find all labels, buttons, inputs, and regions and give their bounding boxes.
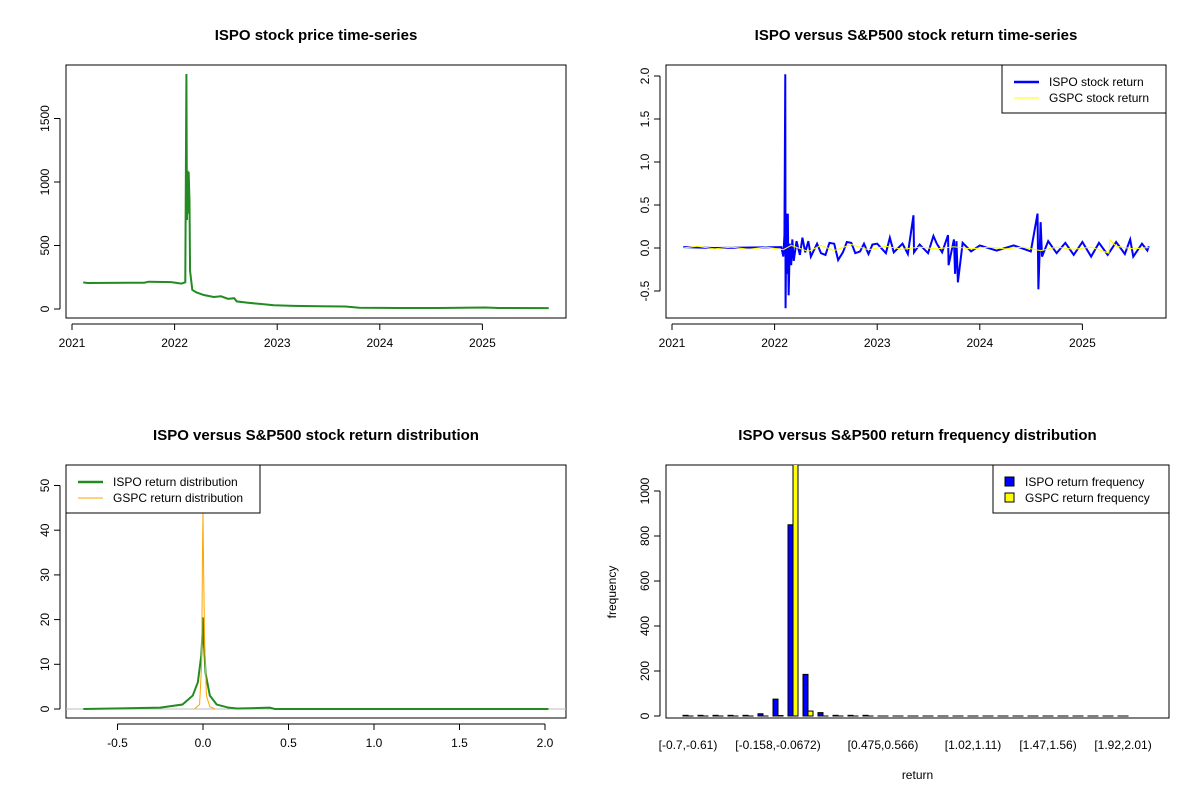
price-line: [83, 74, 549, 310]
bar: [697, 714, 704, 717]
y-tick-label: 40: [38, 523, 52, 537]
y-tick-label: 200: [638, 661, 652, 681]
legend-box: [65, 464, 261, 514]
x-axis-label: return: [902, 768, 933, 782]
x-tick-label: 2022: [761, 336, 788, 350]
bar: [817, 712, 824, 717]
bar: [807, 710, 814, 717]
y-tick-label: 20: [38, 613, 52, 627]
plot-frame: [65, 64, 567, 319]
bar: [757, 713, 764, 717]
legend-label: GSPC return distribution: [113, 491, 243, 505]
y-tick-label: 0.5: [638, 196, 652, 213]
y-tick-label: 30: [38, 568, 52, 582]
y-tick-label: 1.0: [638, 153, 652, 170]
x-tick-label: 2023: [264, 336, 291, 350]
x-tick-label: [1.02,1.11): [945, 738, 1001, 752]
x-tick-label: [-0.158,-0.0672): [735, 738, 820, 752]
x-tick-label: 1.0: [366, 736, 383, 750]
legend-box: [1001, 64, 1167, 114]
x-tick-label: [1.92,2.01): [1094, 738, 1151, 752]
x-tick-label: [0.475,0.566): [848, 738, 919, 752]
y-tick-label: 1000: [38, 168, 52, 195]
y-tick-label: 0: [38, 705, 52, 712]
x-tick-label: 0.0: [195, 736, 212, 750]
bar: [862, 714, 869, 717]
legend-box: [992, 464, 1170, 514]
plot-frame: [665, 464, 1170, 719]
bars: [682, 465, 1129, 717]
bar: [832, 714, 839, 717]
return-line: [683, 238, 1149, 254]
histogram-chart: ISPO versus S&P500 return frequency dist…: [605, 427, 1170, 782]
return-chart: ISPO versus S&P500 stock return time-ser…: [638, 27, 1167, 350]
bar: [712, 714, 719, 717]
x-tick-label: 1.5: [451, 736, 468, 750]
chart-title: ISPO versus S&P500 stock return distribu…: [153, 427, 479, 444]
x-tick-label: 0.5: [280, 736, 297, 750]
y-tick-label: 10: [38, 657, 52, 671]
bar: [727, 714, 734, 717]
y-tick-label: 500: [38, 235, 52, 255]
y-axis-label: frequency: [605, 566, 619, 619]
y-tick-label: 800: [638, 526, 652, 546]
x-tick-label: 2024: [966, 336, 993, 350]
y-tick-label: 400: [638, 616, 652, 636]
bar: [772, 698, 779, 717]
y-tick-label: 2.0: [638, 67, 652, 84]
bar: [787, 524, 794, 717]
x-tick-label: 2025: [469, 336, 496, 350]
x-tick-label: 2022: [161, 336, 188, 350]
bar: [847, 714, 854, 717]
return-line: [683, 74, 1150, 309]
legend-label: GSPC stock return: [1049, 91, 1149, 105]
x-tick-label: 2021: [659, 336, 686, 350]
legend-swatch: [1004, 492, 1015, 503]
legend-label: ISPO return distribution: [113, 475, 238, 489]
y-tick-label: 600: [638, 571, 652, 591]
x-tick-label: 2025: [1069, 336, 1096, 350]
chart-title: ISPO stock price time-series: [215, 27, 418, 44]
bar: [742, 714, 749, 717]
x-tick-label: 2021: [59, 336, 86, 350]
density-line: [83, 617, 549, 710]
x-tick-label: 2024: [366, 336, 393, 350]
y-tick-label: 1000: [638, 477, 652, 504]
chart-title: ISPO versus S&P500 stock return time-ser…: [755, 27, 1078, 44]
x-tick-label: -0.5: [107, 736, 128, 750]
price-chart: ISPO stock price time-series 0 500 1000 1500…: [38, 27, 567, 350]
y-tick-label: 1500: [38, 105, 52, 132]
x-tick-label: 2023: [864, 336, 891, 350]
legend-label: ISPO return frequency: [1025, 475, 1144, 489]
x-tick-label: [-0.7,-0.61): [659, 738, 718, 752]
y-tick-label: -0.5: [638, 280, 652, 301]
plot-frame: [65, 464, 567, 719]
legend-label: GSPC return frequency: [1025, 491, 1150, 505]
density-line: [194, 512, 216, 710]
y-tick-label: 1.5: [638, 110, 652, 127]
y-tick-label: 0: [38, 305, 52, 312]
y-tick-label: 0: [638, 712, 652, 719]
legend-swatch: [1004, 476, 1015, 487]
legend-label: ISPO stock return: [1049, 75, 1144, 89]
density-chart: ISPO versus S&P500 stock return distribu…: [38, 427, 567, 750]
plot-frame: [665, 64, 1167, 319]
bar: [802, 673, 809, 717]
bar: [682, 714, 689, 717]
y-tick-label: 0.0: [638, 239, 652, 256]
x-tick-label: [1.47,1.56): [1019, 738, 1076, 752]
y-tick-label: 50: [38, 479, 52, 493]
x-tick-label: 2.0: [537, 736, 554, 750]
chart-title: ISPO versus S&P500 return frequency dist…: [738, 427, 1096, 444]
bar: [792, 465, 799, 717]
